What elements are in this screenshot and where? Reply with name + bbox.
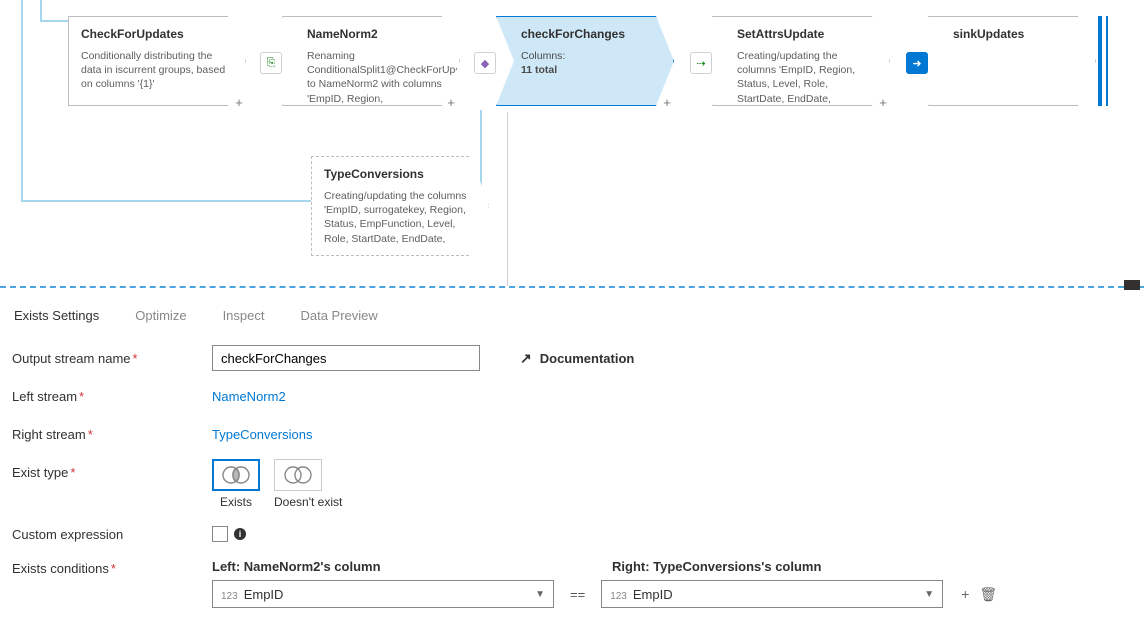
not-exists-label: Doesn't exist xyxy=(274,495,342,509)
left-column-select[interactable]: 123 EmpID ▼ xyxy=(212,580,554,608)
node-title: SetAttrsUpdate xyxy=(737,27,877,41)
connector xyxy=(40,0,42,20)
add-step-handle[interactable]: + xyxy=(444,96,458,110)
node-setattrsupdate[interactable]: SetAttrsUpdate Creating/updating the col… xyxy=(712,16,890,106)
sink-bar xyxy=(1106,16,1110,106)
right-column-select[interactable]: 123 EmpID ▼ xyxy=(601,580,943,608)
info-icon[interactable]: i xyxy=(234,528,246,540)
add-condition-button[interactable]: + xyxy=(961,586,969,603)
node-typeconversions[interactable]: TypeConversions Creating/updating the co… xyxy=(311,156,489,256)
columns-label: Columns: xyxy=(521,50,565,62)
settings-panel: Exists Settings Optimize Inspect Data Pr… xyxy=(0,296,1144,632)
exist-type-label: Exist type* xyxy=(12,459,212,480)
left-stream-link[interactable]: NameNorm2 xyxy=(212,389,286,404)
node-namenorm2[interactable]: NameNorm2 Renaming ConditionalSplit1@Che… xyxy=(282,16,460,106)
tab-data-preview[interactable]: Data Preview xyxy=(300,308,377,327)
right-column-header: Right: TypeConversions's column xyxy=(612,559,982,574)
node-desc: Conditionally distributing the data in i… xyxy=(81,49,233,92)
guide xyxy=(507,112,508,286)
custom-expression-label: Custom expression xyxy=(12,527,212,542)
panel-splitter-handle[interactable] xyxy=(1124,280,1140,290)
derive-icon: ⇢ xyxy=(690,52,712,74)
exists-label: Exists xyxy=(212,495,260,509)
left-column-value: EmpID xyxy=(244,587,284,602)
node-title: NameNorm2 xyxy=(307,27,447,41)
panel-splitter[interactable] xyxy=(0,286,1144,288)
equals-operator: == xyxy=(562,587,593,602)
split-icon: ⎘ xyxy=(260,52,282,74)
type-tag: 123 xyxy=(221,591,238,602)
node-desc: Renaming ConditionalSplit1@CheckForUpdat… xyxy=(307,49,447,106)
sink-bar xyxy=(1098,16,1104,106)
right-stream-label: Right stream* xyxy=(12,427,212,442)
add-step-handle[interactable]: + xyxy=(876,96,890,110)
panel-tabs: Exists Settings Optimize Inspect Data Pr… xyxy=(12,308,1132,327)
chevron-down-icon: ▼ xyxy=(924,589,934,600)
left-stream-label: Left stream* xyxy=(12,389,212,404)
documentation-label: Documentation xyxy=(540,351,635,366)
exist-type-exists[interactable] xyxy=(212,459,260,491)
node-sinkupdates[interactable]: sinkUpdates xyxy=(928,16,1096,106)
tab-inspect[interactable]: Inspect xyxy=(223,308,265,327)
external-link-icon: ↗ xyxy=(520,350,532,367)
node-title: checkForChanges xyxy=(521,27,661,41)
node-desc: Creating/updating the columns 'EmpID, su… xyxy=(324,189,476,246)
node-desc: Columns: 11 total xyxy=(521,49,661,77)
right-stream-link[interactable]: TypeConversions xyxy=(212,427,312,442)
node-desc: Creating/updating the columns 'EmpID, Re… xyxy=(737,49,877,120)
columns-count: 11 total xyxy=(521,64,557,76)
output-stream-input[interactable] xyxy=(212,345,480,371)
node-checkforupdates[interactable]: CheckForUpdates Conditionally distributi… xyxy=(68,16,246,106)
add-step-handle[interactable]: + xyxy=(232,96,246,110)
connector xyxy=(21,0,23,200)
connector xyxy=(40,20,70,22)
node-checkforchanges[interactable]: checkForChanges Columns: 11 total xyxy=(496,16,674,106)
connector xyxy=(21,200,311,202)
left-column-header: Left: NameNorm2's column xyxy=(212,559,582,574)
documentation-link[interactable]: ↗ Documentation xyxy=(520,350,634,367)
custom-expression-checkbox[interactable] xyxy=(212,526,228,542)
node-title: TypeConversions xyxy=(324,167,476,181)
tab-optimize[interactable]: Optimize xyxy=(135,308,186,327)
type-tag: 123 xyxy=(610,591,627,602)
exist-type-not-exists[interactable] xyxy=(274,459,322,491)
right-column-value: EmpID xyxy=(633,587,673,602)
add-step-handle[interactable]: + xyxy=(660,96,674,110)
sink-icon: ➜ xyxy=(906,52,928,74)
exists-conditions-label: Exists conditions* xyxy=(12,559,212,576)
exists-icon: ◆ xyxy=(474,52,496,74)
dataflow-canvas[interactable]: CheckForUpdates Conditionally distributi… xyxy=(0,0,1144,296)
chevron-down-icon: ▼ xyxy=(535,589,545,600)
node-title: sinkUpdates xyxy=(953,27,1083,41)
tab-exists-settings[interactable]: Exists Settings xyxy=(14,308,99,327)
delete-condition-button[interactable]: 🗑 xyxy=(979,586,997,603)
node-title: CheckForUpdates xyxy=(81,27,233,41)
output-stream-label: Output stream name* xyxy=(12,351,212,366)
